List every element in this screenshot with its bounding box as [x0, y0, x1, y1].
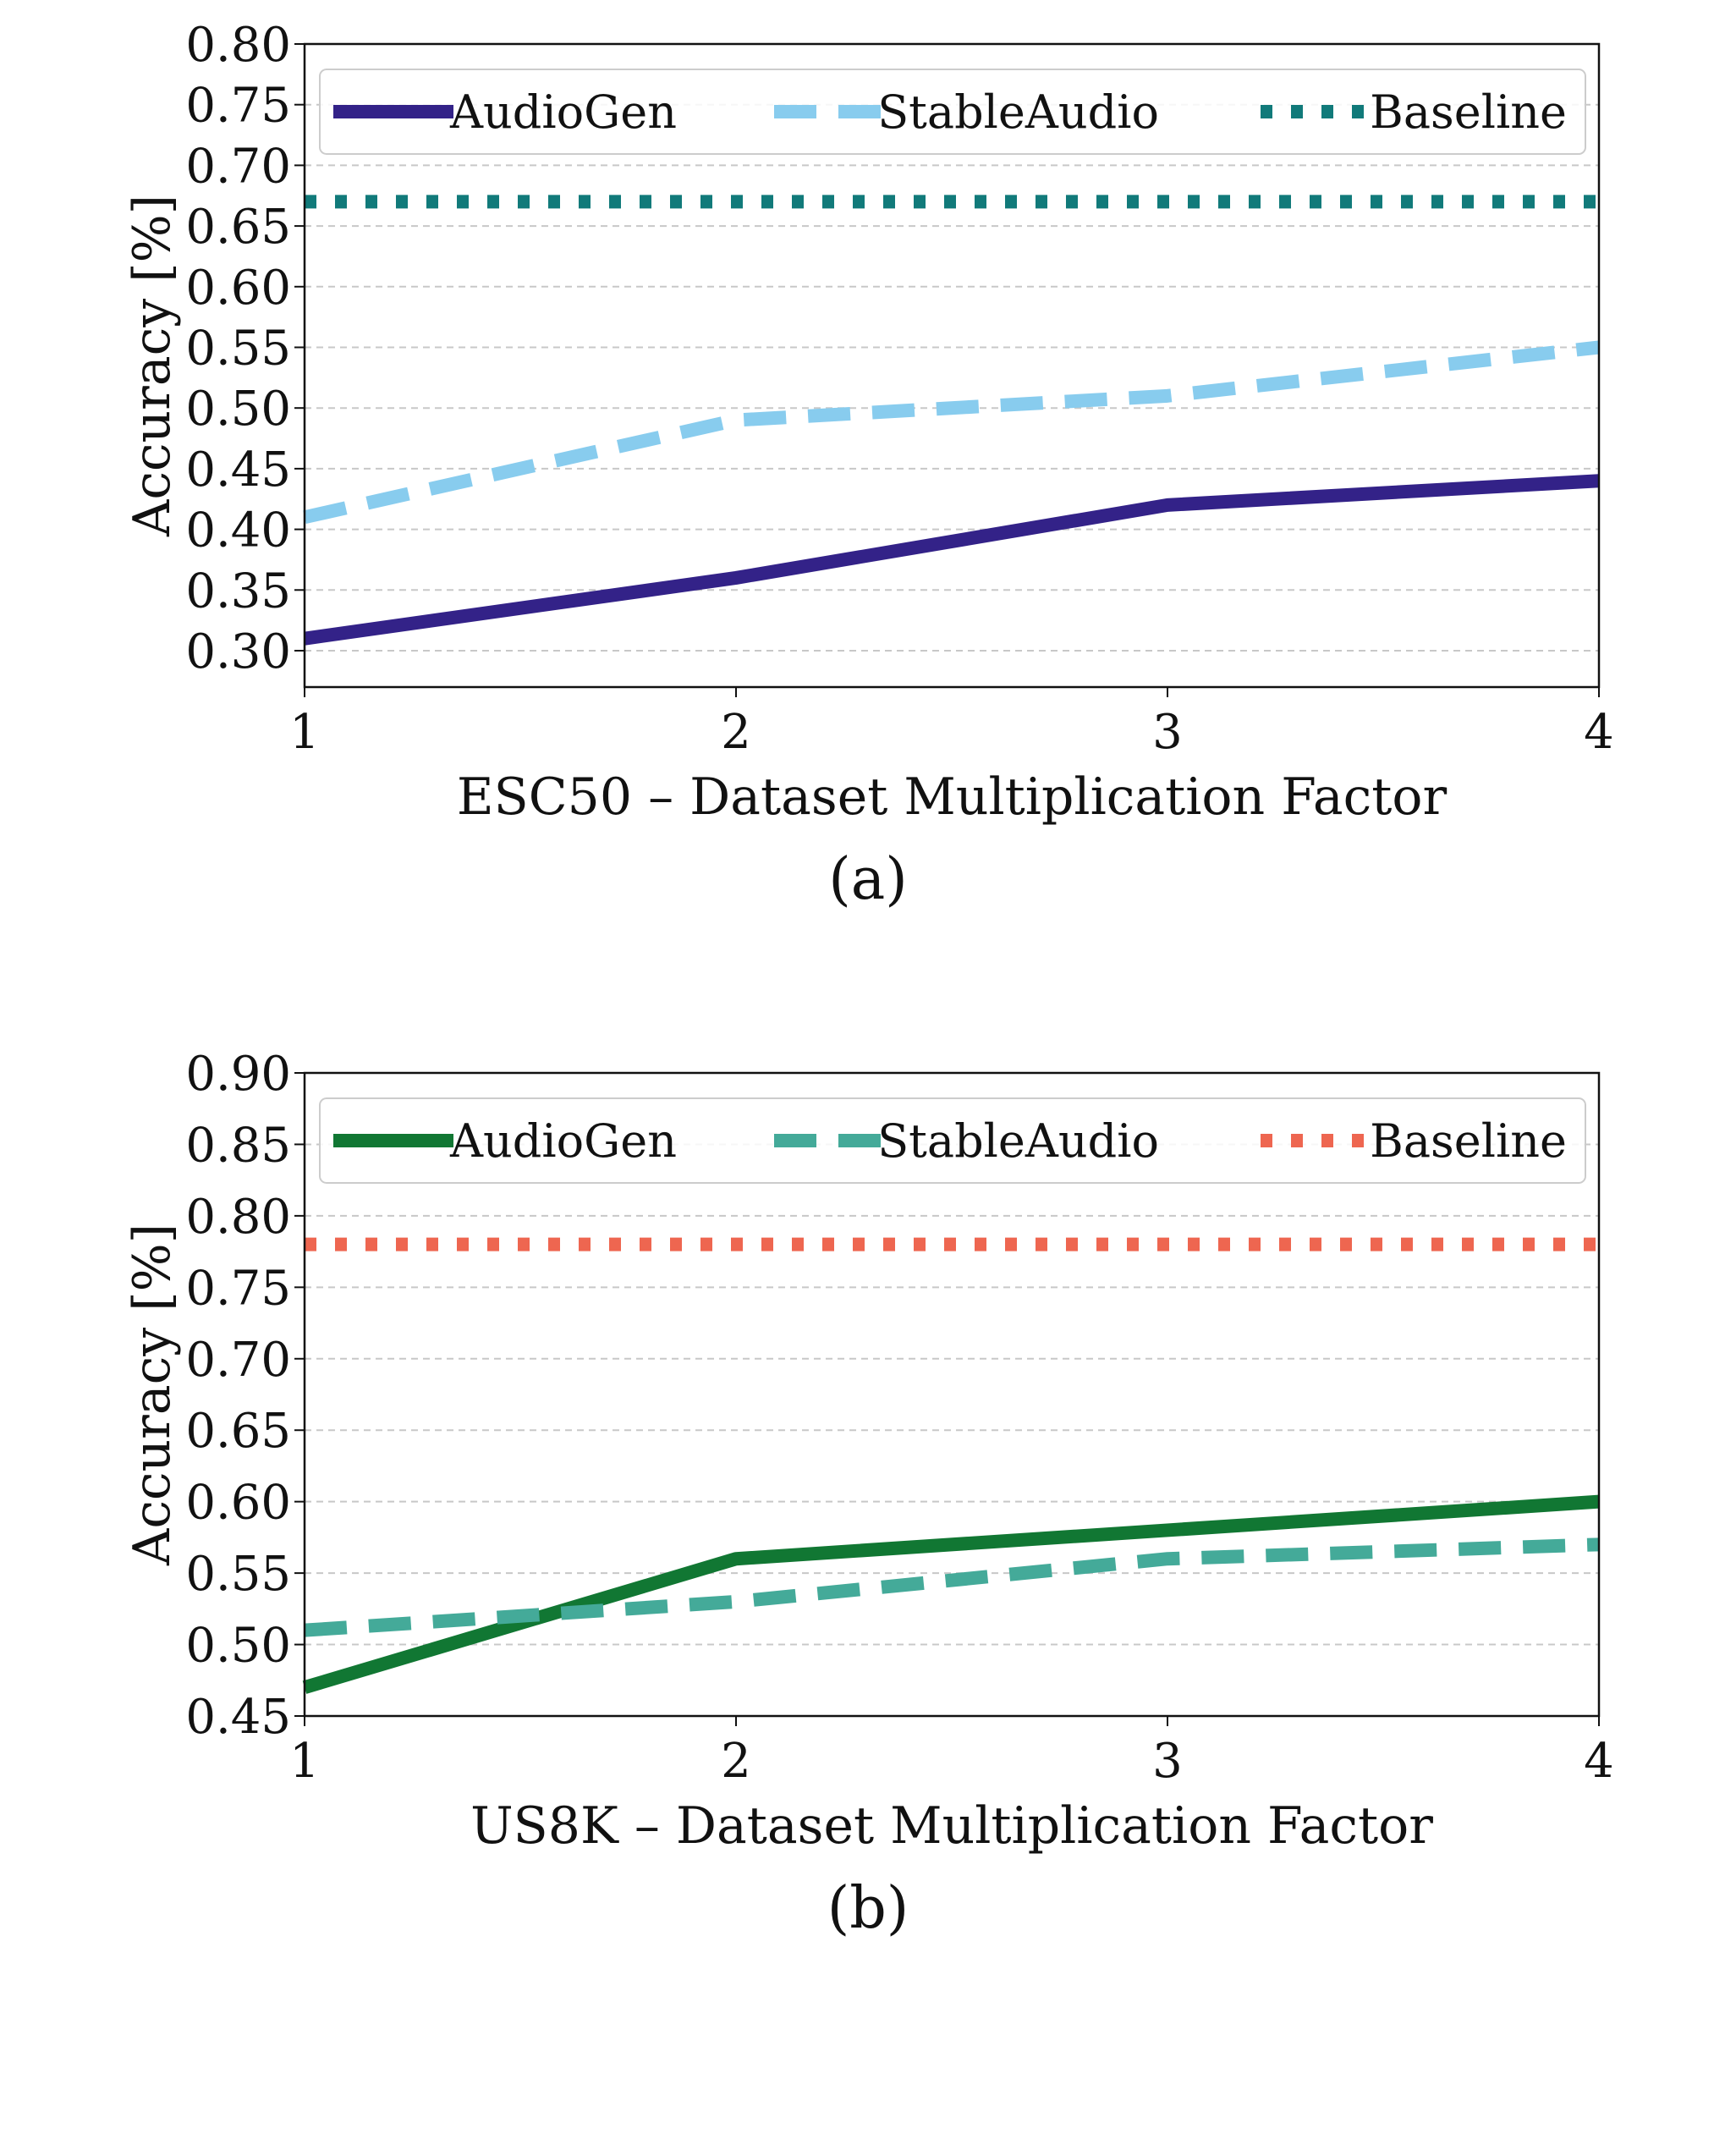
y-tick-label: 0.30	[185, 624, 291, 679]
y-tick-label: 0.35	[185, 564, 291, 619]
series-line-stableaudio	[304, 1537, 1600, 1637]
plot-frame	[303, 1071, 1601, 1718]
x-tick-label: 4	[1584, 705, 1614, 760]
legend: AudioGen StableAudio Baseline	[319, 1097, 1586, 1184]
y-tick-label: 0.70	[185, 139, 291, 194]
y-tick-label: 0.55	[185, 1547, 291, 1602]
y-tick-label: 0.45	[185, 443, 291, 498]
x-tick-label: 2	[721, 1734, 751, 1789]
legend: AudioGen StableAudio Baseline	[319, 69, 1586, 155]
y-tick-label: 0.50	[185, 382, 291, 437]
panel-caption: (b)	[827, 1875, 909, 1942]
y-axis-label: Accuracy [%]	[123, 1224, 182, 1566]
y-tick-label: 0.90	[185, 1047, 291, 1102]
chart-panel-0: 0.300.35 0.400.45 0.50 0.550.60 0.65 0.700.75…	[123, 18, 1614, 913]
series-line-audiogen	[303, 474, 1600, 646]
legend-label: Baseline	[1370, 1114, 1567, 1168]
x-axis-label: ESC50 – Dataset Multiplication Factor	[457, 767, 1448, 827]
y-axis-label: Accuracy [%]	[123, 195, 182, 537]
x-tick-label: 3	[1152, 705, 1183, 760]
x-tick-label: 4	[1584, 1734, 1614, 1789]
y-tick-label: 0.75	[185, 79, 291, 134]
y-tick-label: 0.65	[185, 200, 291, 255]
y-tick-label: 0.80	[185, 18, 291, 73]
y-tick-label: 0.40	[185, 503, 291, 558]
legend-label: StableAudio	[877, 85, 1159, 139]
y-tick-label: 0.65	[185, 1404, 291, 1459]
y-tick-label: 0.50	[185, 1619, 291, 1674]
y-tick-label: 0.45	[185, 1690, 291, 1745]
x-tick-label: 2	[721, 705, 751, 760]
legend-label: Baseline	[1370, 85, 1567, 139]
plot-frame	[303, 42, 1601, 689]
x-tick-label: 3	[1152, 1734, 1183, 1789]
legend-label: AudioGen	[449, 85, 677, 139]
chart-panel-1: 0.45 0.50 0.55 0.60 0.65 0.70 0.75 0.80 0.85 0.90…	[123, 1047, 1614, 1942]
series-line-audiogen	[302, 1494, 1600, 1694]
y-tick-label: 0.60	[185, 261, 291, 316]
x-tick-label: 1	[289, 705, 320, 760]
y-tick-label: 0.75	[185, 1261, 291, 1316]
panel-caption: (a)	[828, 846, 908, 913]
y-tick-label: 0.80	[185, 1190, 291, 1245]
y-tick-label: 0.70	[185, 1333, 291, 1388]
legend-label: StableAudio	[877, 1114, 1159, 1168]
series-line-stableaudio	[303, 340, 1600, 525]
x-tick-label: 1	[289, 1734, 320, 1789]
x-axis-label: US8K – Dataset Multiplication Factor	[470, 1796, 1433, 1856]
y-tick-label: 0.60	[185, 1476, 291, 1531]
legend-label: AudioGen	[449, 1114, 677, 1168]
y-tick-label: 0.85	[185, 1118, 291, 1173]
y-tick-label: 0.55	[185, 321, 291, 376]
